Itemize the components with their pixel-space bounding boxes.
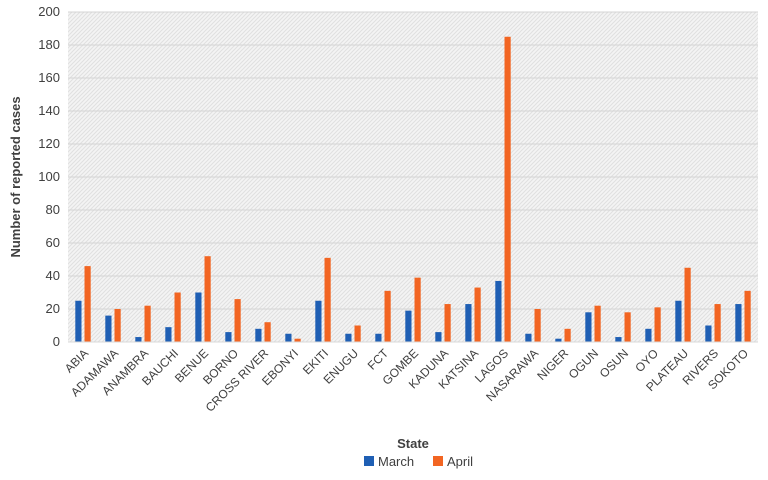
bar-april-anambra xyxy=(144,305,151,342)
y-tick-label: 60 xyxy=(46,235,60,250)
bar-march-adamawa xyxy=(105,315,112,342)
bar-april-cross-river xyxy=(264,322,271,342)
x-axis-ticks: ABIAADAMAWAANAMBRABAUCHIBENUEBORNOCROSS … xyxy=(62,346,751,415)
bar-april-adamawa xyxy=(114,309,121,342)
bar-april-osun xyxy=(624,312,631,342)
bar-march-plateau xyxy=(675,300,682,342)
y-tick-label: 100 xyxy=(38,169,60,184)
bar-april-abia xyxy=(84,266,91,342)
bar-march-nasarawa xyxy=(525,333,532,342)
legend: March April xyxy=(364,454,473,469)
bar-april-niger xyxy=(564,328,571,342)
bar-april-katsina xyxy=(474,287,481,342)
x-axis-title: State xyxy=(397,436,429,451)
bar-april-lagos xyxy=(504,36,511,342)
x-tick-label: NIGER xyxy=(534,346,571,383)
bar-april-bauchi xyxy=(174,292,181,342)
bar-april-ogun xyxy=(594,305,601,342)
y-tick-label: 120 xyxy=(38,136,60,151)
y-tick-label: 200 xyxy=(38,4,60,19)
bar-april-kaduna xyxy=(444,304,451,342)
y-tick-label: 80 xyxy=(46,202,60,217)
legend-swatch-april xyxy=(433,456,443,466)
gridlines xyxy=(68,11,758,343)
legend-label-april: April xyxy=(447,454,473,469)
bar-march-gombe xyxy=(405,310,412,342)
bar-march-lagos xyxy=(495,280,502,342)
bar-april-rivers xyxy=(714,304,721,342)
y-tick-label: 20 xyxy=(46,301,60,316)
y-tick-label: 180 xyxy=(38,37,60,52)
bar-march-sokoto xyxy=(735,304,742,342)
bar-april-sokoto xyxy=(744,290,751,342)
bar-april-gombe xyxy=(414,277,421,342)
bar-march-abia xyxy=(75,300,82,342)
bar-march-kaduna xyxy=(435,332,442,342)
legend-swatch-march xyxy=(364,456,374,466)
y-tick-label: 40 xyxy=(46,268,60,283)
bar-march-niger xyxy=(555,338,562,342)
y-axis-ticks: 0 20 40 60 80 100 120 140 160 180 200 xyxy=(38,4,60,349)
bar-march-rivers xyxy=(705,325,712,342)
bar-march-oyo xyxy=(645,328,652,342)
bar-april-oyo xyxy=(654,307,661,342)
bar-april-ebonyi xyxy=(294,338,301,342)
bar-march-anambra xyxy=(135,337,142,342)
y-tick-label: 140 xyxy=(38,103,60,118)
bar-april-plateau xyxy=(684,267,691,342)
bar-march-ogun xyxy=(585,312,592,342)
bar-april-benue xyxy=(204,256,211,342)
legend-label-march: March xyxy=(378,454,414,469)
bar-april-ekiti xyxy=(324,257,331,342)
bar-march-fct xyxy=(375,333,382,342)
bar-march-borno xyxy=(225,332,232,342)
bars xyxy=(75,36,751,342)
bar-march-benue xyxy=(195,292,202,342)
bar-march-bauchi xyxy=(165,327,172,342)
bar-march-katsina xyxy=(465,304,472,342)
bar-march-ekiti xyxy=(315,300,322,342)
y-axis-title: Number of reported cases xyxy=(8,96,23,257)
y-tick-label: 160 xyxy=(38,70,60,85)
x-tick-label: OGUN xyxy=(566,346,601,381)
bar-april-fct xyxy=(384,290,391,342)
bar-march-enugu xyxy=(345,333,352,342)
y-tick-label: 0 xyxy=(53,334,60,349)
x-tick-label: OSUN xyxy=(597,346,631,380)
bar-april-borno xyxy=(234,299,241,342)
bar-march-ebonyi xyxy=(285,333,292,342)
bar-april-nasarawa xyxy=(534,309,541,342)
bar-march-cross-river xyxy=(255,328,262,342)
bar-march-osun xyxy=(615,337,622,342)
bar-april-enugu xyxy=(354,325,361,342)
